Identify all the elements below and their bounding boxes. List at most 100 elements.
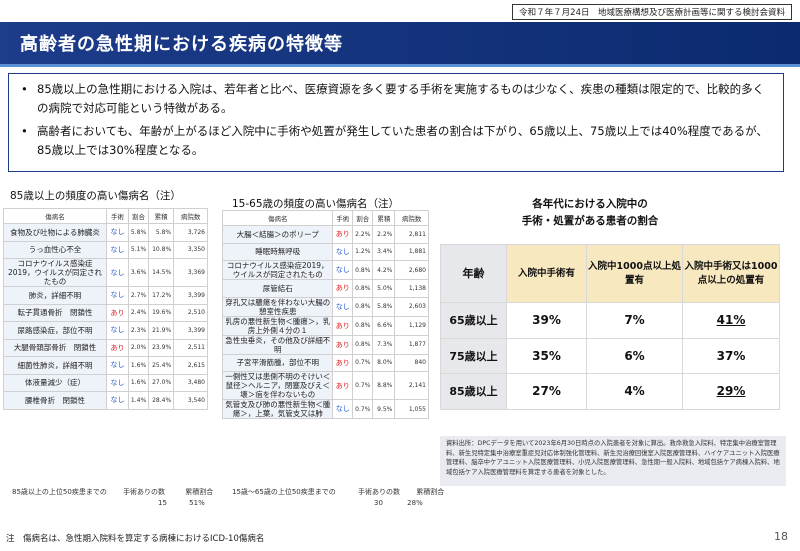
ratio-table: 年齢 入院中手術有 入院中1000点以上処置有 入院中手術又は1000点以上の処…	[440, 244, 780, 410]
ratio-cell: 3.6%	[127, 258, 150, 287]
table-row: 一側性又は患側不明のそけい＜鼠径＞ヘルニア，閉塞及びえ＜壊＞疽を伴わないもの あり…	[221, 371, 429, 400]
disease-name-cell: 細菌性肺炎，詳細不明	[2, 356, 108, 375]
table-row: 急性虫垂炎，その他及び詳細不明 あり 0.8% 7.3% 1,877	[221, 334, 429, 355]
ratio-cell: 2.2%	[352, 225, 374, 244]
surgery-cell: なし	[332, 296, 354, 317]
surgery-cell: あり	[106, 338, 129, 357]
table85-title: 85歳以上の頻度の高い傷病名（注）	[10, 190, 181, 202]
hospital-count-cell: 1,877	[394, 334, 429, 355]
ratio-title-line: 各年代における入院中の	[532, 198, 648, 210]
surgery-cell: あり	[332, 353, 354, 372]
table-row: 肺炎，詳細不明 なし 2.7% 17.2% 3,399	[2, 286, 208, 305]
table-row: 穿孔又は膿瘍を伴わない大腸の憩室性疾患 なし 0.8% 5.8% 2,603	[221, 296, 429, 317]
disease-name-cell: 尿管結石	[221, 279, 334, 298]
foot-value: 51%	[189, 499, 205, 507]
table-header-row: 傷病名 手術 割合 累積 病院数	[2, 208, 208, 224]
cumulative-cell: 27.0%	[148, 373, 175, 392]
cumulative-cell: 7.3%	[372, 334, 396, 355]
disease-name-cell: コロナウイルス感染症2019，ウイルスが同定されたもの	[2, 258, 108, 287]
table-row: コロナウイルス感染症2019，ウイルスが同定されたもの なし 0.8% 4.2% 2,6…	[221, 260, 429, 280]
disease-name-cell: 大腿骨頚部骨折 閉鎖性	[2, 338, 108, 357]
ratio-cell: 1.4%	[127, 391, 150, 410]
ratio-cell: 2.3%	[127, 321, 150, 340]
value-cell: 27%	[506, 373, 587, 410]
ratio-cell: 2.4%	[127, 303, 150, 322]
disease-name-cell: 体液量減少（症）	[2, 373, 108, 392]
hospital-count-cell: 2,680	[394, 260, 429, 280]
value-text: 37%	[716, 348, 746, 363]
surgery-cell: なし	[106, 223, 129, 242]
ratio-cell: 1.6%	[127, 373, 150, 392]
table-row: 子宮平滑筋腫，部位不明 あり 0.7% 8.0% 840	[221, 353, 429, 372]
table-row: 腰椎骨折 閉鎖性 なし 1.4% 28.4% 3,540	[2, 391, 208, 410]
hospital-count-cell: 2,141	[394, 371, 429, 400]
value-cell: 39%	[506, 302, 587, 339]
summary-text: 高齢者においても、年齢が上がるほど入院中に手術や処置が発生していた患者の割合は下…	[37, 124, 768, 157]
table-row: 転子貫通骨折 閉鎖性 あり 2.4% 19.6% 2,510	[2, 303, 208, 322]
ratio-title-line: 手術・処置がある患者の割合	[521, 215, 659, 227]
ratio-row: 65歳以上 39% 7% 41%	[440, 302, 780, 339]
value-text: 29%	[716, 384, 746, 399]
summary-item: • 85歳以上の急性期における入院は、若年者と比べ、医療資源を多く要する手術を実…	[19, 80, 773, 118]
surgery-cell: なし	[332, 260, 354, 280]
col-header: 入院中1000点以上処置有	[586, 244, 683, 303]
disease-name-cell: 一側性又は患側不明のそけい＜鼠径＞ヘルニア，閉塞及びえ＜壊＞疽を伴わないもの	[221, 371, 334, 400]
page-title: 高齢者の急性期における疾病の特徴等	[20, 34, 343, 55]
surgery-cell: なし	[106, 321, 129, 340]
foot-label: 手術ありの数	[123, 488, 166, 496]
value-text: 41%	[716, 313, 746, 328]
table-row: 大腿骨頚部骨折 閉鎖性 あり 2.0% 23.9% 2,511	[2, 338, 208, 357]
cumulative-cell: 3.4%	[372, 242, 396, 261]
surgery-cell: なし	[332, 242, 354, 261]
disease-name-cell: 尿路感染症，部位不明	[2, 321, 108, 340]
value-cell: 37%	[682, 337, 780, 374]
hospital-count-cell: 3,540	[173, 391, 208, 410]
value-cell: 41%	[682, 302, 780, 339]
table-row: 尿管結石 あり 0.8% 5.0% 1,138	[221, 279, 429, 298]
table1565-foot-label: 15歳～65歳の上位50疾患までの 手術ありの数 累積割合	[232, 487, 444, 497]
cumulative-cell: 17.2%	[148, 286, 175, 305]
disease-name-cell: 子宮平滑筋腫，部位不明	[221, 353, 334, 372]
table85-foot-values: 15 51%	[158, 499, 205, 507]
disease-name-cell: コロナウイルス感染症2019，ウイルスが同定されたもの	[221, 260, 334, 280]
hospital-count-cell: 3,399	[173, 286, 208, 305]
cumulative-cell: 10.8%	[148, 240, 175, 259]
source-note: 資料出所：DPCデータを用いて2023年6月30日時点の入院患者を対象に算出。救…	[440, 436, 786, 486]
ratio-cell: 5.8%	[127, 223, 150, 242]
col-header: 手術	[106, 208, 129, 224]
disease-name-cell: 腰椎骨折 閉鎖性	[2, 391, 108, 410]
age-cell: 85歳以上	[440, 373, 507, 410]
ratio-cell: 0.7%	[352, 399, 374, 419]
summary-item: • 高齢者においても、年齢が上がるほど入院中に手術や処置が発生していた患者の割合…	[19, 122, 773, 160]
col-header: 傷病名	[221, 210, 334, 226]
table85: 傷病名 手術 割合 累積 病院数 食物及び吐物による肺臓炎 なし 5.8% 5.8% 3…	[2, 208, 208, 410]
disease-name-cell: 食物及び吐物による肺臓炎	[2, 223, 108, 242]
surgery-cell: あり	[332, 225, 354, 244]
hospital-count-cell: 3,350	[173, 240, 208, 259]
cumulative-cell: 8.8%	[372, 371, 396, 400]
ratio-cell: 0.7%	[352, 353, 374, 372]
table-row: 細菌性肺炎，詳細不明 なし 1.6% 25.4% 2,615	[2, 356, 208, 375]
hospital-count-cell: 840	[394, 353, 429, 372]
ratio-title: 各年代における入院中の 手術・処置がある患者の割合	[440, 196, 740, 230]
value-cell: 29%	[682, 373, 780, 410]
foot-value: 30	[374, 499, 383, 507]
table1565: 傷病名 手術 割合 累積 病院数 大腸＜結腸＞のポリープ あり 2.2% 2.2% 2,…	[221, 210, 429, 419]
surgery-cell: なし	[106, 391, 129, 410]
ratio-cell: 2.0%	[127, 338, 150, 357]
col-header: 病院数	[173, 208, 208, 224]
hospital-count-cell: 2,510	[173, 303, 208, 322]
hospital-count-cell: 2,511	[173, 338, 208, 357]
col-header: 入院中手術有	[506, 244, 587, 303]
disease-name-cell: うっ血性心不全	[2, 240, 108, 259]
value-cell: 6%	[586, 337, 683, 374]
table-header-row: 傷病名 手術 割合 累積 病院数	[221, 210, 429, 226]
foot-label: 累積割合	[416, 488, 445, 496]
surgery-cell: なし	[106, 240, 129, 259]
col-header: 累積	[372, 210, 396, 226]
hospital-count-cell: 2,811	[394, 225, 429, 244]
cumulative-cell: 2.2%	[372, 225, 396, 244]
cumulative-cell: 9.5%	[372, 399, 396, 419]
table-row: 体液量減少（症） なし 1.6% 27.0% 3,480	[2, 373, 208, 392]
foot-value: 15	[158, 499, 167, 507]
